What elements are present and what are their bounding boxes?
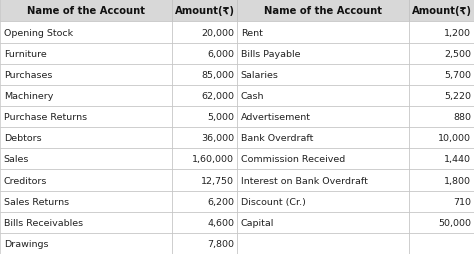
Text: Salaries: Salaries xyxy=(241,71,279,80)
Bar xyxy=(172,149,237,170)
Bar xyxy=(237,191,409,212)
Text: Purchase Returns: Purchase Returns xyxy=(4,113,87,122)
Text: Name of the Account: Name of the Account xyxy=(27,6,145,16)
Bar xyxy=(409,128,474,149)
Text: 10,000: 10,000 xyxy=(438,134,471,143)
Text: Sales: Sales xyxy=(4,155,29,164)
Text: Cash: Cash xyxy=(241,92,264,101)
Text: Advertisement: Advertisement xyxy=(241,113,311,122)
Text: 12,750: 12,750 xyxy=(201,176,234,185)
Text: 880: 880 xyxy=(453,113,471,122)
Text: Sales Returns: Sales Returns xyxy=(4,197,69,206)
Bar xyxy=(0,65,172,86)
Text: Drawings: Drawings xyxy=(4,239,48,248)
Text: Bank Overdraft: Bank Overdraft xyxy=(241,134,313,143)
Bar xyxy=(237,43,409,65)
Text: Bills Payable: Bills Payable xyxy=(241,50,301,58)
Text: 1,60,000: 1,60,000 xyxy=(192,155,234,164)
Bar xyxy=(237,86,409,107)
Bar xyxy=(409,212,474,233)
Text: Opening Stock: Opening Stock xyxy=(4,28,73,37)
Bar xyxy=(172,65,237,86)
Text: 2,500: 2,500 xyxy=(444,50,471,58)
Bar xyxy=(237,170,409,191)
Text: 1,800: 1,800 xyxy=(444,176,471,185)
Bar xyxy=(0,170,172,191)
Text: 6,000: 6,000 xyxy=(207,50,234,58)
Text: 7,800: 7,800 xyxy=(207,239,234,248)
Text: 710: 710 xyxy=(453,197,471,206)
Bar xyxy=(0,107,172,128)
Bar xyxy=(409,149,474,170)
Text: Interest on Bank Overdraft: Interest on Bank Overdraft xyxy=(241,176,368,185)
Text: Purchases: Purchases xyxy=(4,71,52,80)
Bar xyxy=(237,65,409,86)
Bar xyxy=(409,191,474,212)
Bar xyxy=(0,212,172,233)
Text: 1,440: 1,440 xyxy=(444,155,471,164)
Text: Creditors: Creditors xyxy=(4,176,47,185)
Text: Furniture: Furniture xyxy=(4,50,46,58)
Text: 36,000: 36,000 xyxy=(201,134,234,143)
Bar xyxy=(172,233,237,254)
Bar xyxy=(0,86,172,107)
Bar xyxy=(409,22,474,43)
Bar xyxy=(409,107,474,128)
Bar xyxy=(409,43,474,65)
Text: 6,200: 6,200 xyxy=(207,197,234,206)
Bar xyxy=(237,212,409,233)
Bar xyxy=(172,170,237,191)
Bar xyxy=(172,22,237,43)
Bar xyxy=(0,22,172,43)
Bar xyxy=(0,149,172,170)
Bar xyxy=(172,128,237,149)
Bar xyxy=(172,107,237,128)
Bar xyxy=(172,43,237,65)
Text: 85,000: 85,000 xyxy=(201,71,234,80)
Text: Bills Receivables: Bills Receivables xyxy=(4,218,83,227)
Bar xyxy=(237,149,409,170)
Bar xyxy=(172,212,237,233)
Bar xyxy=(409,0,474,22)
Bar xyxy=(0,0,172,22)
Bar xyxy=(237,0,409,22)
Text: Rent: Rent xyxy=(241,28,263,37)
Text: Amount(₹): Amount(₹) xyxy=(411,6,472,16)
Text: Debtors: Debtors xyxy=(4,134,41,143)
Bar xyxy=(237,128,409,149)
Bar xyxy=(172,0,237,22)
Text: Amount(₹): Amount(₹) xyxy=(174,6,235,16)
Bar xyxy=(0,191,172,212)
Bar xyxy=(172,86,237,107)
Bar xyxy=(409,65,474,86)
Bar xyxy=(409,233,474,254)
Text: Discount (Cr.): Discount (Cr.) xyxy=(241,197,306,206)
Text: 5,000: 5,000 xyxy=(207,113,234,122)
Bar xyxy=(237,233,409,254)
Bar xyxy=(0,233,172,254)
Text: 5,700: 5,700 xyxy=(444,71,471,80)
Text: 62,000: 62,000 xyxy=(201,92,234,101)
Text: 5,220: 5,220 xyxy=(444,92,471,101)
Text: 50,000: 50,000 xyxy=(438,218,471,227)
Text: Name of the Account: Name of the Account xyxy=(264,6,382,16)
Bar xyxy=(0,128,172,149)
Bar xyxy=(237,107,409,128)
Text: Commission Received: Commission Received xyxy=(241,155,345,164)
Text: 4,600: 4,600 xyxy=(207,218,234,227)
Text: 1,200: 1,200 xyxy=(444,28,471,37)
Bar xyxy=(409,170,474,191)
Text: 20,000: 20,000 xyxy=(201,28,234,37)
Bar xyxy=(409,86,474,107)
Text: Machinery: Machinery xyxy=(4,92,53,101)
Bar xyxy=(237,22,409,43)
Bar xyxy=(0,43,172,65)
Text: Capital: Capital xyxy=(241,218,274,227)
Bar xyxy=(172,191,237,212)
